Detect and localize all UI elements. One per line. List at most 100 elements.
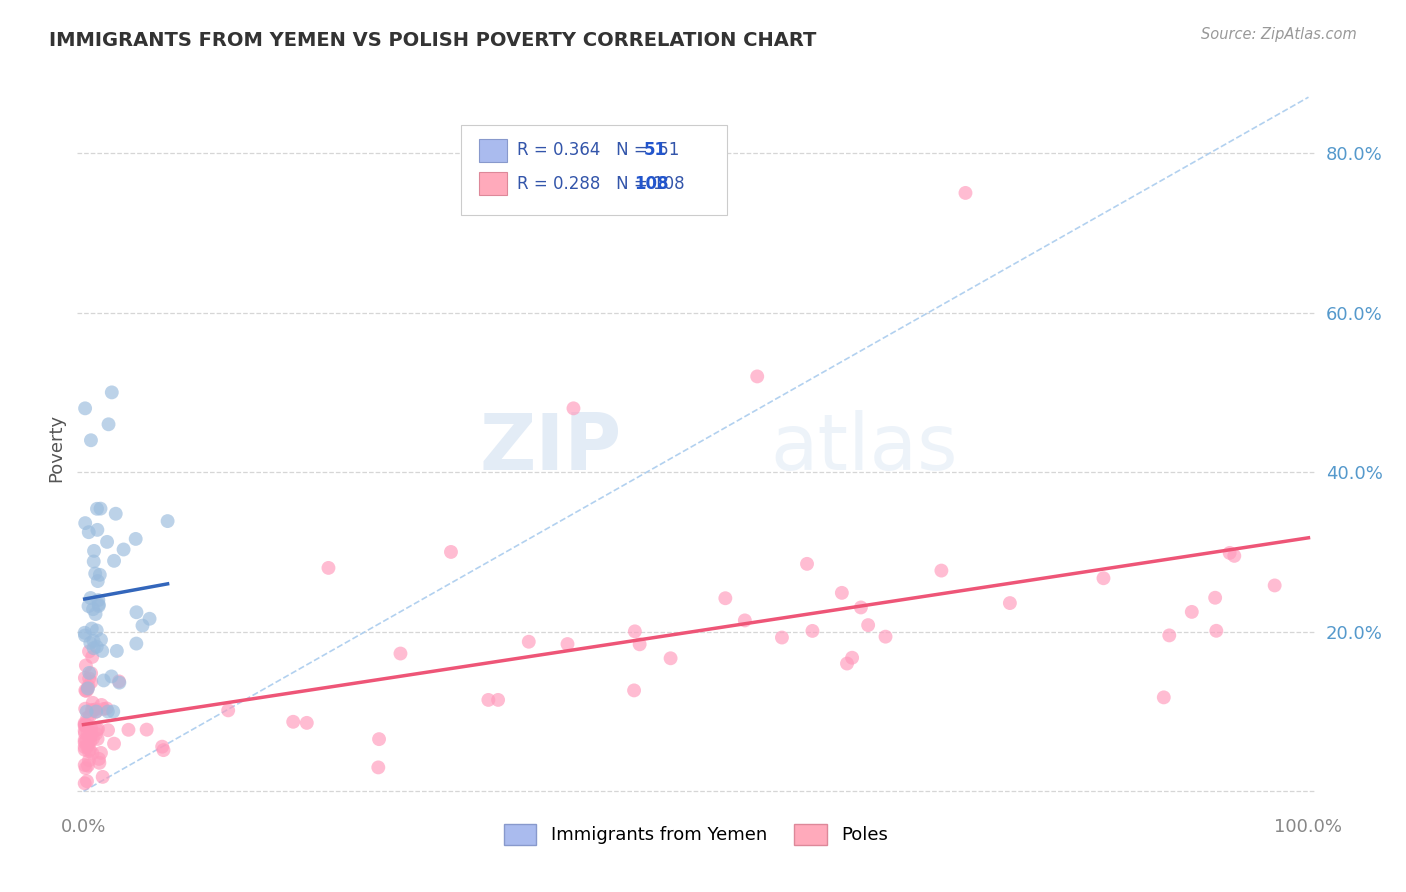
Point [76, 774, 98, 789]
Text: R = 0.288   N = 108: R = 0.288 N = 108 [516, 175, 685, 193]
Point [80, 666, 103, 681]
Point [76, 711, 98, 725]
Point [557, 637, 579, 651]
Point [135, 723, 157, 737]
Point [79, 636, 101, 650]
Point [80, 721, 103, 735]
Point [77, 599, 100, 613]
Point [77, 644, 100, 658]
Point [90, 698, 112, 712]
Point [82, 696, 104, 710]
Point [86, 723, 108, 737]
Point [80, 703, 103, 717]
Point [96, 535, 118, 549]
Point [77, 672, 100, 686]
Point [1181, 605, 1204, 619]
Point [73, 726, 96, 740]
Point [75, 683, 97, 698]
Text: atlas: atlas [770, 410, 957, 486]
Point [75, 702, 97, 716]
FancyBboxPatch shape [461, 125, 727, 215]
Point [87, 574, 110, 588]
Point [477, 693, 499, 707]
Point [86, 624, 108, 638]
FancyBboxPatch shape [479, 139, 506, 161]
Legend: Immigrants from Yemen, Poles: Immigrants from Yemen, Poles [496, 817, 896, 852]
Point [152, 743, 174, 757]
Point [440, 545, 463, 559]
Point [75, 401, 97, 416]
Point [117, 723, 139, 737]
Point [73, 716, 96, 731]
Point [73, 733, 96, 747]
Point [89, 756, 111, 770]
Point [91, 770, 114, 784]
Point [75, 684, 97, 698]
Point [73, 717, 96, 731]
Point [1264, 578, 1286, 592]
Point [100, 669, 122, 683]
Point [389, 647, 412, 661]
Point [82, 704, 104, 718]
Point [104, 507, 127, 521]
Point [80, 725, 103, 739]
Point [73, 628, 96, 642]
Point [73, 739, 96, 754]
Point [73, 735, 96, 749]
Point [125, 532, 148, 546]
Point [73, 743, 96, 757]
Point [84, 727, 107, 741]
Point [86, 501, 108, 516]
Point [83, 641, 105, 656]
Point [76, 682, 98, 697]
Point [97, 417, 120, 432]
Point [82, 649, 104, 664]
Text: Source: ZipAtlas.com: Source: ZipAtlas.com [1201, 27, 1357, 42]
Point [79, 729, 101, 743]
Point [79, 742, 101, 756]
Point [318, 561, 340, 575]
Point [295, 715, 318, 730]
Point [91, 644, 114, 658]
Point [801, 624, 824, 638]
Point [623, 683, 645, 698]
Point [77, 679, 100, 693]
Point [97, 723, 120, 738]
Point [998, 596, 1021, 610]
Text: ZIP: ZIP [479, 410, 621, 486]
Point [624, 624, 647, 639]
Point [79, 735, 101, 749]
Point [89, 567, 111, 582]
Point [82, 747, 104, 761]
Point [138, 612, 160, 626]
Point [73, 723, 96, 738]
Point [87, 599, 110, 613]
Point [86, 523, 108, 537]
Point [628, 637, 651, 651]
Point [87, 598, 110, 612]
Point [77, 753, 100, 767]
Point [931, 564, 953, 578]
Point [955, 186, 977, 200]
Point [87, 593, 110, 607]
Point [80, 434, 103, 448]
Point [131, 618, 153, 632]
Point [283, 714, 305, 729]
Point [1204, 591, 1226, 605]
Point [75, 516, 97, 530]
Point [856, 618, 879, 632]
Point [849, 600, 872, 615]
Point [486, 693, 509, 707]
Point [76, 681, 98, 696]
Point [76, 705, 98, 719]
Point [125, 636, 148, 650]
Point [105, 644, 128, 658]
Point [83, 633, 105, 648]
Point [97, 705, 120, 719]
Point [87, 752, 110, 766]
Point [1223, 549, 1246, 563]
Point [562, 401, 585, 416]
Point [84, 705, 107, 719]
Point [108, 674, 131, 689]
Point [112, 542, 135, 557]
